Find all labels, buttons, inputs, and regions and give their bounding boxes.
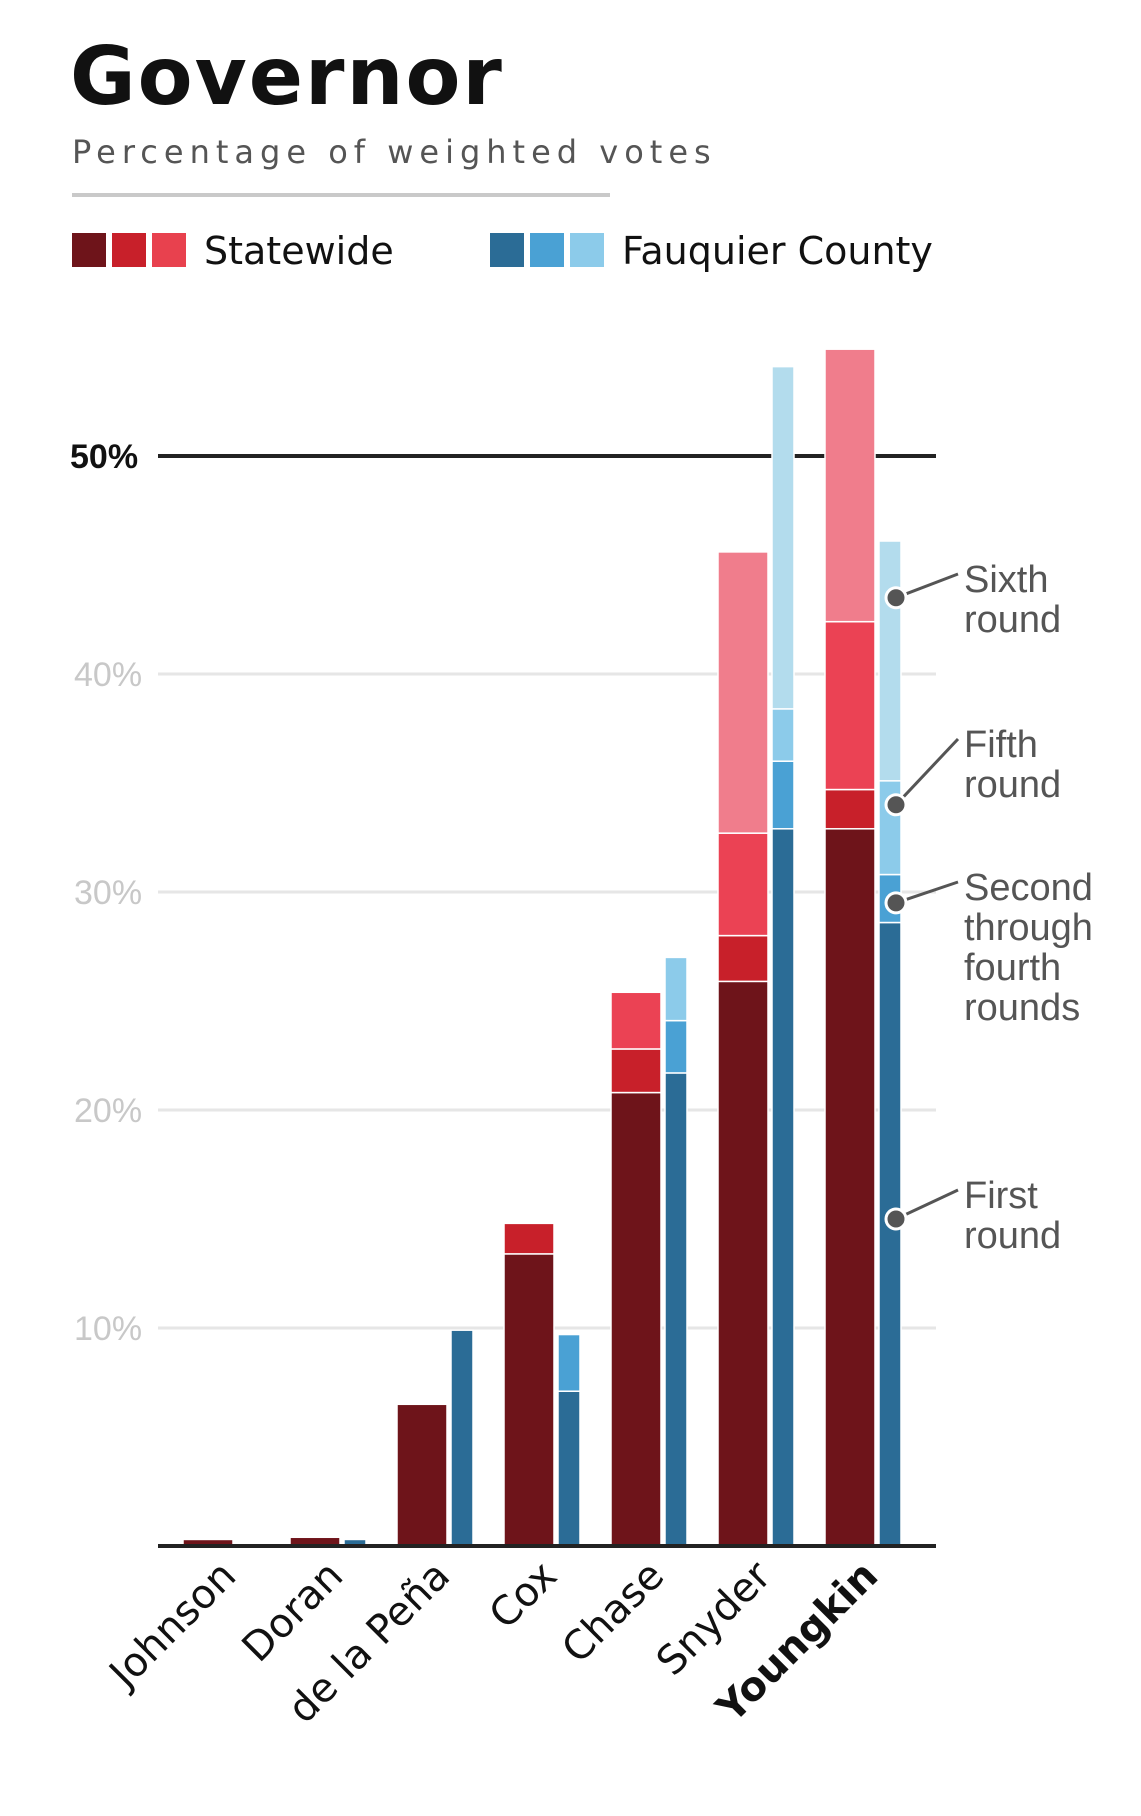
bar-snyder-statewide-round-3	[717, 832, 769, 937]
chart-title: Governor	[70, 30, 504, 123]
bar-youngkin-statewide-round-1	[824, 828, 876, 1547]
bar-youngkin-statewide-round-3	[824, 620, 876, 791]
y-tick-label-10: 10%	[74, 1310, 142, 1348]
annotation-text-1: Sixth	[964, 559, 1048, 601]
bar-chase-fauquier-county-round-2	[664, 1019, 688, 1074]
bar-snyder-fauquier-county-round-3	[771, 708, 795, 762]
y-axis: 10% 20% 30% 40% 50%	[70, 438, 142, 1348]
annotation-text-3: rounds	[964, 987, 1080, 1029]
bar-youngkin-fauquier-county-round-1	[878, 921, 902, 1547]
bar-snyder-statewide-round-4	[717, 551, 769, 834]
bar-chase-statewide-round-1	[610, 1091, 662, 1547]
title-divider	[72, 193, 610, 197]
annotation-text-4: First	[964, 1175, 1038, 1217]
bar-snyder-statewide-round-2	[717, 934, 769, 983]
annotations: SixthroundFifthroundSecondthroughfourthr…	[884, 559, 1093, 1257]
bar-de-la-pena-statewide-round-1	[396, 1403, 448, 1547]
bar-youngkin-fauquier-county-round-4	[878, 540, 902, 782]
bar-chase-fauquier-county-round-3	[664, 956, 688, 1022]
annotation-text-3: Second	[964, 867, 1093, 909]
statewide-legend-swatch	[112, 233, 146, 267]
annotation-text-3: through	[964, 907, 1093, 949]
bar-youngkin-statewide-round-4	[824, 348, 876, 623]
bar-snyder-fauquier-county-round-1	[771, 828, 795, 1547]
bar-de-la-pena-fauquier-county-round-1	[450, 1329, 474, 1547]
annotation-dot-2	[884, 793, 908, 817]
annotation-leader-2	[894, 737, 960, 806]
statewide-legend-swatch	[152, 233, 186, 267]
bar-chase-statewide-round-2	[610, 1048, 662, 1094]
legend: Statewide Fauquier County	[72, 229, 933, 273]
fauquier-county-legend-swatch	[490, 233, 524, 267]
x-label-johnson: Johnson	[99, 1553, 245, 1699]
bar-chase-statewide-round-3	[610, 991, 662, 1050]
fauquier-county-legend-swatch	[570, 233, 604, 267]
bar-cox-fauquier-county-round-1	[557, 1390, 581, 1547]
bar-cox-statewide-round-2	[503, 1222, 555, 1255]
annotation-dot-4	[884, 1207, 908, 1231]
chart-subtitle: Percentage of weighted votes	[72, 133, 717, 171]
annotation-text-4: round	[964, 1215, 1061, 1257]
statewide-legend-label: Statewide	[204, 229, 394, 273]
bar-cox-statewide-round-1	[503, 1253, 555, 1547]
annotation-text-1: round	[964, 599, 1061, 641]
bar-snyder-statewide-round-1	[717, 980, 769, 1547]
fauquier-county-legend-label: Fauquier County	[622, 229, 933, 273]
bar-snyder-fauquier-county-round-4	[771, 365, 795, 710]
y-tick-label-20: 20%	[74, 1092, 142, 1130]
bar-chase-fauquier-county-round-1	[664, 1072, 688, 1547]
bar-youngkin-statewide-round-2	[824, 788, 876, 830]
y-tick-label-40: 40%	[74, 656, 142, 694]
y-tick-label-30: 30%	[74, 874, 142, 912]
statewide-legend-swatch	[72, 233, 106, 267]
gridlines	[158, 454, 936, 1330]
y-tick-label-50: 50%	[70, 438, 138, 476]
annotation-dot-3	[884, 891, 908, 915]
x-label-cox: Cox	[481, 1553, 566, 1638]
bar-snyder-fauquier-county-round-2	[771, 760, 795, 830]
fauquier-county-legend-swatch	[530, 233, 564, 267]
annotation-text-3: fourth	[964, 947, 1061, 989]
bar-cox-fauquier-county-round-2	[557, 1333, 581, 1392]
annotation-text-2: round	[964, 764, 1061, 806]
bars	[182, 348, 902, 1547]
annotation-text-2: Fifth	[964, 724, 1038, 766]
annotation-dot-1	[884, 586, 908, 610]
